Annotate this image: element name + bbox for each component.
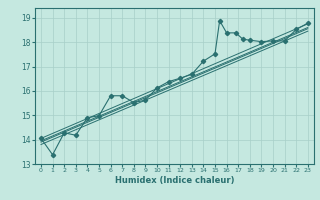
X-axis label: Humidex (Indice chaleur): Humidex (Indice chaleur) (115, 176, 234, 185)
